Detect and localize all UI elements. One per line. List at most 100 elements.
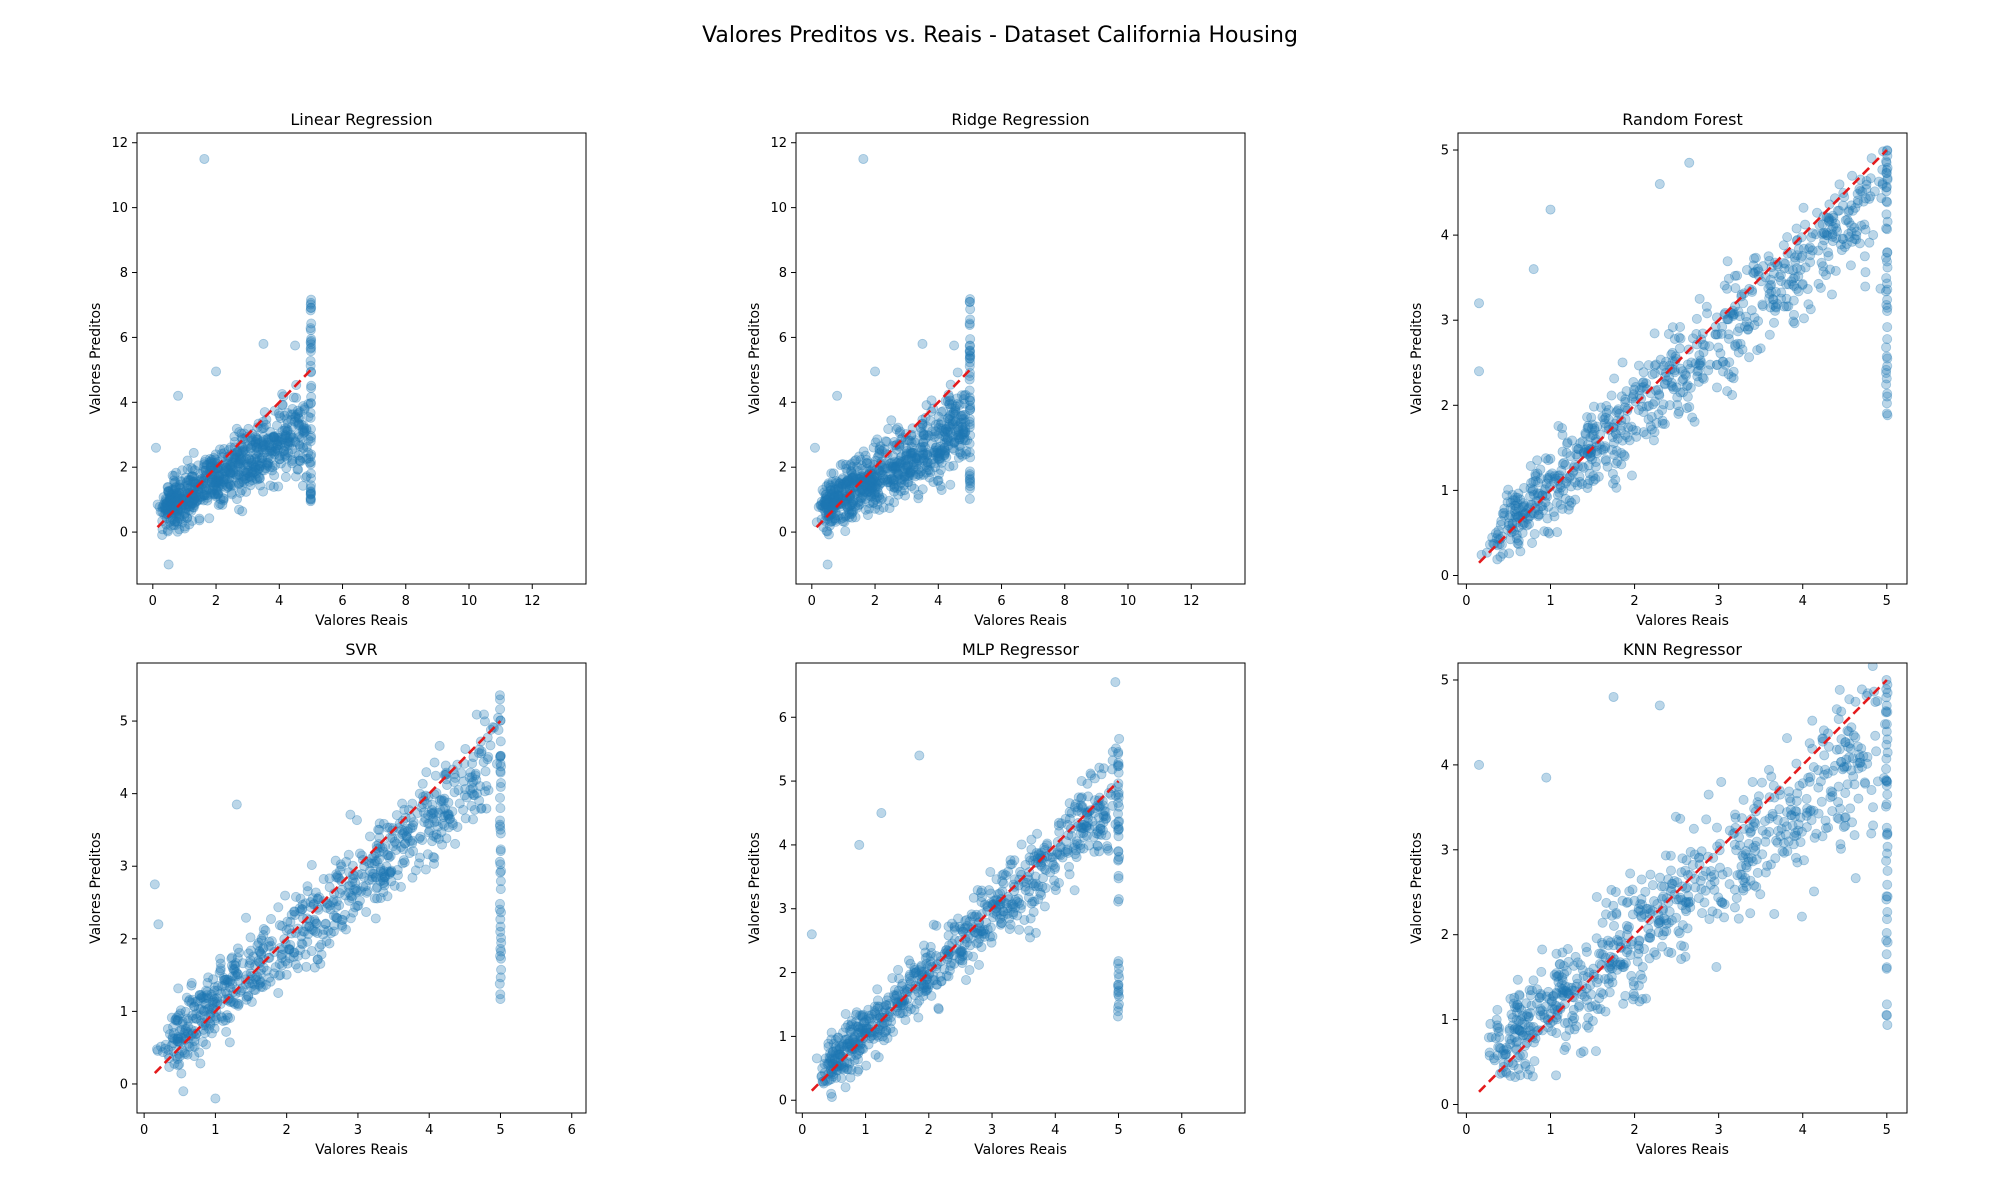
data-point [162,499,173,510]
data-point [476,748,487,759]
data-point [931,448,942,459]
data-point [305,355,316,366]
data-point [1731,893,1742,904]
data-point [900,464,911,475]
data-point [1528,484,1539,495]
data-point [1834,179,1845,190]
data-point [1791,795,1802,806]
data-point [170,520,181,531]
data-point [902,477,913,488]
data-point [843,477,854,488]
data-point [864,479,875,490]
data-point [1790,805,1801,816]
data-point [965,340,976,351]
y-tick-label: 4 [779,838,787,853]
data-point [1758,261,1769,272]
data-point [166,495,177,506]
x-tick-label: 3 [354,1123,362,1138]
data-point [495,750,506,761]
data-point [211,366,222,377]
data-point [1645,869,1656,880]
data-point [215,498,226,509]
x-tick-label: 1 [861,1123,869,1138]
data-point [848,495,859,506]
data-point [846,509,857,520]
data-point [200,465,211,476]
x-tick-label: 6 [1178,1123,1186,1138]
data-point [950,403,961,414]
data-point [188,495,199,506]
data-point [1636,912,1647,923]
data-point [1750,818,1761,829]
data-point [1600,1006,1611,1017]
data-point [1641,429,1652,440]
data-point [229,431,240,442]
data-point [293,408,304,419]
data-point [819,515,830,526]
data-point [826,509,837,520]
data-point [1882,322,1893,333]
data-point [906,451,917,462]
y-tick-label: 12 [111,136,128,151]
data-point [254,443,265,454]
data-point [175,514,186,525]
data-point [852,1066,863,1077]
data-point [819,501,830,512]
data-point [212,475,223,486]
data-point [244,454,255,465]
data-point [953,424,964,435]
data-point [822,526,833,537]
data-point [190,496,201,507]
data-point [211,491,222,502]
data-point [170,484,181,495]
data-point [958,394,969,405]
data-point [1636,874,1647,885]
data-point [860,493,871,504]
data-point [199,153,210,164]
data-point [303,447,314,458]
data-point [273,902,284,913]
data-point [956,414,967,425]
data-point [1840,812,1851,823]
data-point [890,461,901,472]
data-point [836,1073,847,1084]
data-point [470,770,481,781]
data-point [212,477,223,488]
data-point [1037,873,1048,884]
data-point [838,512,849,523]
data-point [932,452,943,463]
data-point [233,469,244,480]
data-point [1586,989,1597,1000]
data-point [926,395,937,406]
data-point [221,462,232,473]
data-point [1853,793,1864,804]
data-point [282,441,293,452]
data-point [847,473,858,484]
data-point [848,496,859,507]
data-point [873,480,884,491]
data-point [257,982,268,993]
data-point [1882,334,1893,345]
data-point [895,452,906,463]
data-point [917,444,928,455]
data-point [275,439,286,450]
x-tick-label: 0 [1462,594,1470,609]
data-point [905,958,916,969]
data-point [204,513,215,524]
data-point [194,515,205,526]
data-point [954,447,965,458]
data-point [185,474,196,485]
data-point [274,454,285,465]
data-point [1755,343,1766,354]
data-point [912,453,923,464]
data-point [246,467,257,478]
data-point [427,799,438,810]
data-point [230,454,241,465]
data-point [305,430,316,441]
data-point [815,500,826,511]
data-point [293,450,304,461]
data-point [820,499,831,510]
data-point [1831,744,1842,755]
data-point [939,449,950,460]
data-point [924,472,935,483]
